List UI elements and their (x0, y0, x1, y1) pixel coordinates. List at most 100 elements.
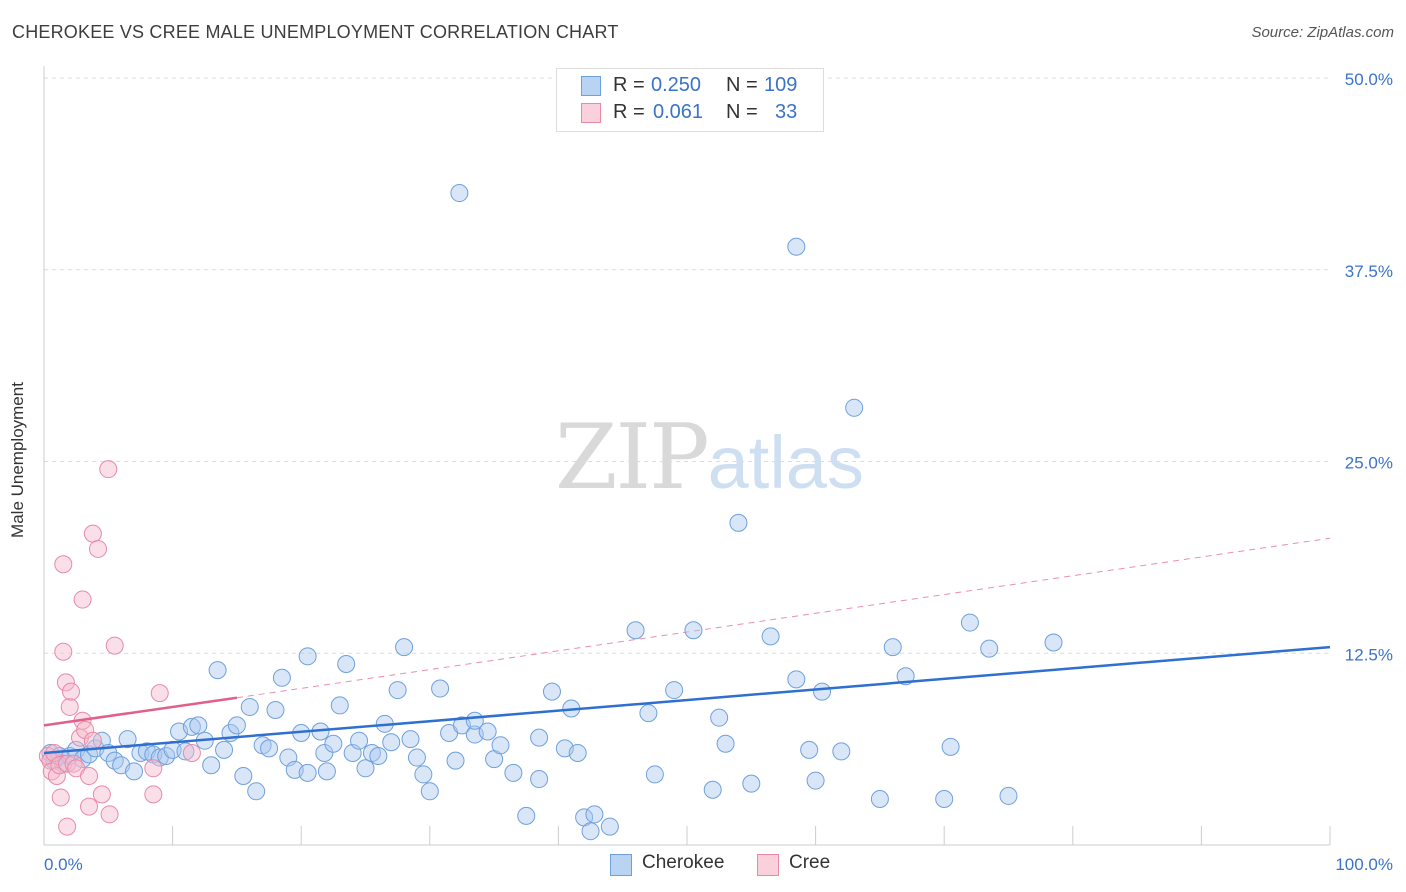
cherokee-point (941, 737, 960, 756)
cherokee-point (395, 638, 414, 657)
cherokee-point (330, 696, 349, 715)
y-tick-label: 12.5% (1345, 645, 1393, 664)
cherokee-point (315, 743, 334, 762)
cherokee-point (446, 751, 465, 770)
cree-n-label: N = (726, 101, 758, 123)
x-tick-label: 0.0% (44, 855, 83, 874)
cherokee-point (388, 681, 407, 700)
cherokee-point (298, 647, 317, 666)
cherokee-trend-line (43, 645, 1331, 755)
chart-title: CHEROKEE VS CREE MALE UNEMPLOYMENT CORRE… (12, 22, 619, 42)
cree-point (60, 697, 79, 716)
cherokee-swatch (581, 76, 601, 96)
cherokee-point (337, 654, 356, 673)
cree-swatch (581, 103, 601, 123)
cherokee-point (761, 627, 780, 646)
cherokee-n-value: 109 (764, 74, 798, 96)
cherokee-point (247, 782, 266, 801)
legend-cherokee-swatch (610, 854, 632, 876)
cherokee-point (298, 763, 317, 782)
cherokee-point (176, 742, 195, 761)
cherokee-point (787, 670, 806, 689)
cherokee-point (639, 704, 658, 723)
watermark: ZIPatlas (555, 405, 864, 510)
cherokee-n-label: N = (726, 74, 758, 96)
cherokee-point (600, 817, 619, 836)
cherokee-point (125, 762, 144, 781)
stats-box: R = 0.250 N = 109 R = 0.061 N = 33 (556, 68, 824, 132)
cree-point (144, 785, 163, 804)
cree-n-value: 33 (775, 101, 798, 123)
source-label: Source: ZipAtlas.com (1251, 24, 1394, 41)
cree-point (62, 682, 81, 701)
cherokee-point (980, 639, 999, 658)
cherokee-point (118, 730, 137, 749)
cherokee-point (703, 780, 722, 799)
cherokee-point (208, 661, 227, 680)
cherokee-r-label: R = (613, 74, 645, 96)
cree-point (51, 788, 70, 807)
cree-point (54, 642, 73, 661)
cree-r-value: 0.061 (653, 101, 704, 123)
cherokee-point (845, 398, 864, 417)
cherokee-point (568, 743, 587, 762)
cherokee-point (234, 766, 253, 785)
cherokee-point (105, 751, 124, 770)
cherokee-point (202, 756, 221, 775)
legend-cree-label: Cree (789, 852, 831, 873)
cherokee-point (960, 613, 979, 632)
cree-point (92, 785, 111, 804)
cherokee-point (407, 748, 426, 767)
cherokee-point (450, 184, 469, 203)
cherokee-point (999, 786, 1018, 805)
cherokee-point (382, 733, 401, 752)
cree-point (64, 754, 83, 773)
cherokee-point (530, 770, 549, 789)
cherokee-point (716, 734, 735, 753)
cree-point (56, 673, 75, 692)
cherokee-point (542, 682, 561, 701)
legend-cree-swatch (757, 854, 779, 876)
cherokee-point (742, 774, 761, 793)
cherokee-point (431, 679, 450, 698)
cherokee-point (272, 668, 291, 687)
cherokee-point (478, 722, 497, 741)
cree-trend-dashed (236, 537, 1331, 699)
cherokee-point (401, 730, 420, 749)
cree-point (54, 555, 73, 574)
cherokee-point (832, 742, 851, 761)
cherokee-point (883, 638, 902, 657)
cherokee-point (684, 621, 703, 640)
cherokee-point (350, 731, 369, 750)
watermark-atlas: atlas (707, 421, 864, 504)
cherokee-point (491, 736, 510, 755)
cherokee-point (581, 822, 600, 841)
cree-trend-line (43, 696, 238, 727)
cherokee-point (665, 681, 684, 700)
cherokee-point (813, 682, 832, 701)
cherokee-point (227, 716, 246, 735)
cree-point (47, 766, 66, 785)
cherokee-point (504, 763, 523, 782)
cherokee-point (215, 740, 234, 759)
x-tick-label: 100.0% (1335, 855, 1393, 874)
cherokee-point (585, 805, 604, 824)
y-tick-label: 37.5% (1345, 262, 1393, 281)
cree-point (89, 539, 108, 558)
cree-point (58, 754, 77, 773)
cree-point (58, 817, 77, 836)
cherokee-point (1044, 633, 1063, 652)
cree-point (80, 797, 99, 816)
cree-point (150, 684, 169, 703)
cherokee-point (260, 739, 279, 758)
cherokee-point (626, 621, 645, 640)
cree-point (144, 759, 163, 778)
cherokee-point (356, 759, 375, 778)
cherokee-point (324, 734, 343, 753)
cree-point (80, 766, 99, 785)
cherokee-point (182, 717, 201, 736)
cherokee-point (806, 771, 825, 790)
cree-point (100, 805, 119, 824)
cree-point (83, 731, 102, 750)
